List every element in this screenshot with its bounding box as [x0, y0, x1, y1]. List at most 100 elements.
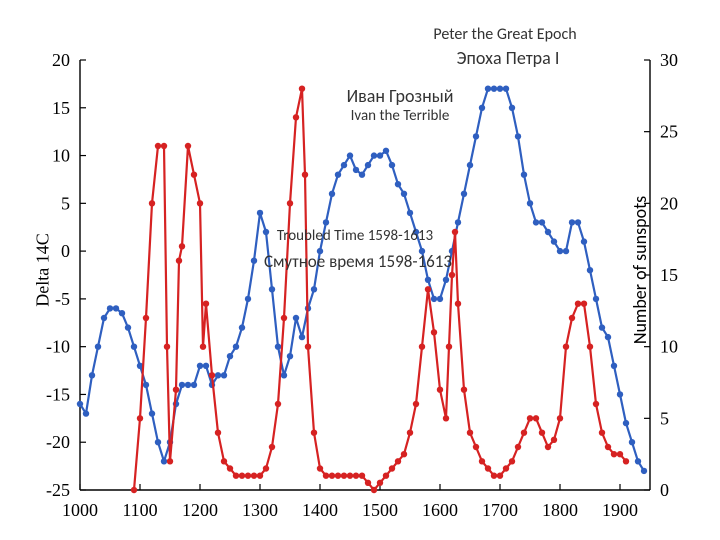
series-delta14c-marker: [107, 305, 113, 311]
y2-tick-label: 5: [660, 408, 669, 428]
x-tick-label: 1500: [362, 500, 398, 520]
series-sunspots-marker: [203, 301, 209, 307]
series-delta14c-marker: [245, 296, 251, 302]
y1-tick-label: 5: [61, 193, 70, 213]
series-delta14c-marker: [299, 334, 305, 340]
series-delta14c-marker: [617, 391, 623, 397]
series-sunspots-marker: [164, 344, 170, 350]
series-sunspots-marker: [569, 315, 575, 321]
series-sunspots-marker: [575, 301, 581, 307]
series-sunspots-marker: [437, 387, 443, 393]
series-delta14c-marker: [569, 219, 575, 225]
series-sunspots-marker: [176, 258, 182, 264]
series-delta14c-marker: [281, 372, 287, 378]
series-delta14c-marker: [257, 210, 263, 216]
y1-tick-label: -25: [46, 480, 70, 500]
series-delta14c-marker: [521, 172, 527, 178]
series-sunspots-marker: [359, 473, 365, 479]
series-sunspots-marker: [197, 200, 203, 206]
series-delta14c-marker: [383, 148, 389, 154]
series-sunspots-marker: [479, 458, 485, 464]
series-sunspots-marker: [503, 465, 509, 471]
y1-tick-label: 15: [52, 98, 70, 118]
series-delta14c-marker: [479, 105, 485, 111]
series-delta14c-marker: [425, 277, 431, 283]
series-sunspots-marker: [449, 272, 455, 278]
y1-axis-label: Delta 14C: [32, 233, 53, 307]
series-delta14c-marker: [611, 363, 617, 369]
series-sunspots-marker: [443, 415, 449, 421]
series-delta14c-marker: [545, 229, 551, 235]
series-delta14c-marker: [203, 363, 209, 369]
series-delta14c-marker: [89, 372, 95, 378]
x-tick-label: 1600: [422, 500, 458, 520]
series-delta14c-marker: [527, 200, 533, 206]
series-delta14c-marker: [371, 152, 377, 158]
series-sunspots-marker: [239, 473, 245, 479]
series-delta14c-marker: [431, 296, 437, 302]
series-delta14c-marker: [563, 248, 569, 254]
series-sunspots-marker: [521, 430, 527, 436]
series-sunspots-marker: [389, 465, 395, 471]
series-sunspots-marker: [587, 344, 593, 350]
series-sunspots-marker: [245, 473, 251, 479]
y2-axis-label: Number of sunspots: [629, 196, 651, 344]
series-sunspots-marker: [599, 430, 605, 436]
series-delta14c-marker: [365, 162, 371, 168]
y1-tick-label: 0: [61, 241, 70, 261]
series-sunspots-marker: [329, 473, 335, 479]
series-delta14c-marker: [311, 286, 317, 292]
series-delta14c-marker: [539, 219, 545, 225]
series-delta14c-marker: [221, 372, 227, 378]
series-delta14c-marker: [119, 310, 125, 316]
series-sunspots-marker: [143, 315, 149, 321]
x-tick-label: 1400: [302, 500, 338, 520]
x-tick-label: 1100: [122, 500, 157, 520]
series-delta14c-marker: [239, 324, 245, 330]
series-delta14c-marker: [191, 382, 197, 388]
series-sunspots-marker: [131, 487, 137, 493]
series-sunspots-marker: [431, 329, 437, 335]
series-sunspots-marker: [167, 458, 173, 464]
series-sunspots-marker: [455, 301, 461, 307]
y2-tick-label: 10: [660, 337, 678, 357]
series-sunspots-marker: [377, 480, 383, 486]
series-delta14c-marker: [179, 382, 185, 388]
series-delta14c-marker: [155, 439, 161, 445]
series-delta14c-marker: [599, 324, 605, 330]
series-sunspots-marker: [485, 465, 491, 471]
series-delta14c-marker: [641, 468, 647, 474]
series-delta14c-marker: [251, 258, 257, 264]
series-sunspots-marker: [593, 401, 599, 407]
series-sunspots-marker: [215, 430, 221, 436]
y2-tick-label: 30: [660, 50, 678, 70]
series-sunspots-marker: [179, 243, 185, 249]
series-sunspots-marker: [491, 473, 497, 479]
x-tick-label: 1800: [542, 500, 578, 520]
series-sunspots-marker: [161, 143, 167, 149]
series-sunspots-marker: [605, 444, 611, 450]
series-delta14c-marker: [491, 86, 497, 92]
series-sunspots-marker: [347, 473, 353, 479]
series-sunspots-marker: [293, 114, 299, 120]
series-sunspots-marker: [269, 444, 275, 450]
series-delta14c-marker: [287, 353, 293, 359]
y2-tick-label: 15: [660, 265, 678, 285]
series-sunspots-marker: [407, 430, 413, 436]
series-delta14c-marker: [131, 344, 137, 350]
series-delta14c-marker: [113, 305, 119, 311]
series-delta14c-marker: [341, 162, 347, 168]
series-delta14c-marker: [143, 382, 149, 388]
series-sunspots-marker: [452, 229, 458, 235]
series-sunspots-marker: [401, 451, 407, 457]
series-sunspots-marker: [446, 344, 452, 350]
series-delta14c-marker: [389, 162, 395, 168]
series-sunspots-marker: [233, 473, 239, 479]
series-delta14c-marker: [323, 219, 329, 225]
y1-tick-label: 20: [52, 50, 70, 70]
series-sunspots-marker: [509, 458, 515, 464]
series-sunspots-marker: [365, 480, 371, 486]
series-sunspots-marker: [149, 200, 155, 206]
y1-tick-label: -10: [46, 337, 70, 357]
series-sunspots-marker: [221, 458, 227, 464]
